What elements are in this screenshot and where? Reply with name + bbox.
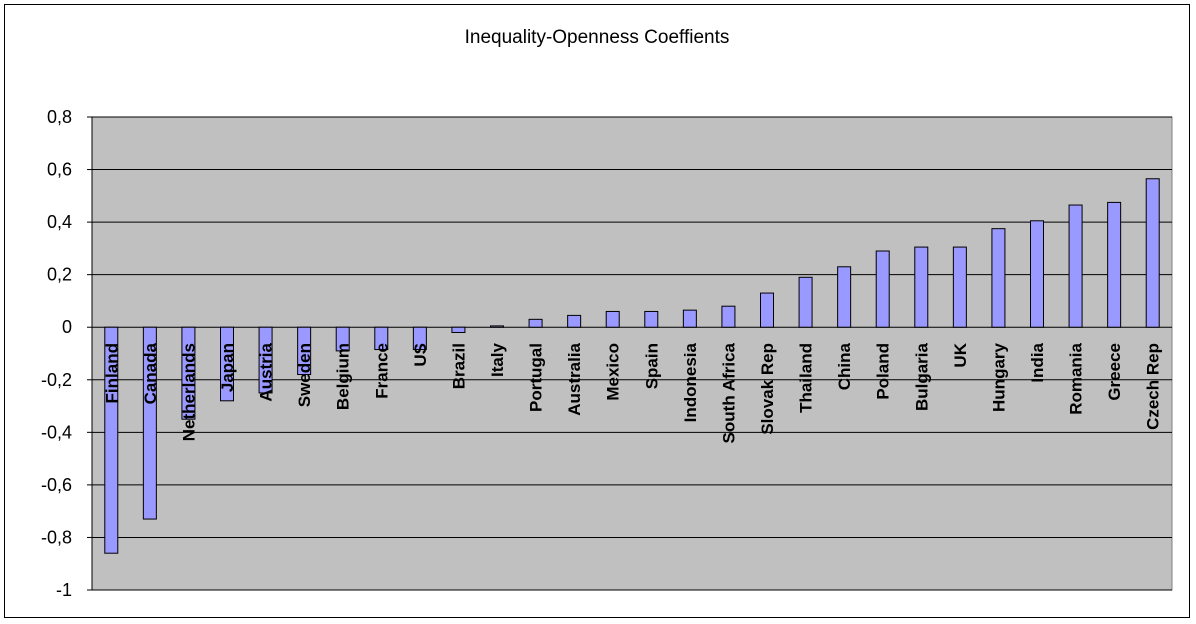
category-label: Portugal <box>527 343 546 412</box>
category-label: India <box>1028 342 1047 382</box>
category-label: Indonesia <box>681 342 700 422</box>
category-label: France <box>372 343 391 399</box>
category-label: Romania <box>1067 342 1086 414</box>
category-label: Greece <box>1105 343 1124 401</box>
category-label: South Africa <box>719 342 738 443</box>
bar <box>1107 201 1122 328</box>
bar <box>412 326 427 351</box>
category-labels: Finland Canada Netherlands Japan Austria Swed… <box>102 342 1162 443</box>
bar <box>451 326 466 333</box>
plot-area <box>91 116 1173 591</box>
category-label: Italy <box>488 342 507 377</box>
bar <box>914 246 929 328</box>
category-label: Belgium <box>334 343 353 410</box>
bar <box>297 326 312 376</box>
bar <box>875 250 890 328</box>
bar <box>258 326 273 394</box>
y-tick-label: -0,4 <box>41 422 72 442</box>
category-label: Mexico <box>604 343 623 401</box>
category-label: Hungary <box>989 342 1008 412</box>
bar <box>567 314 582 328</box>
y-axis-ticks: 0,8 0,6 0,4 0,2 0 -0,2 -0,4 -0,6 -0,8 -1 <box>41 107 93 600</box>
bar-layer <box>104 178 1160 554</box>
chart-title: Inequality-Openness Coeffients <box>464 27 730 48</box>
category-label: Poland <box>874 343 893 400</box>
category-label: Finland <box>102 343 121 403</box>
y-tick-label: 0,8 <box>47 107 72 127</box>
bar <box>1145 178 1160 328</box>
bar <box>644 310 659 328</box>
bar <box>181 326 196 420</box>
category-label: Australia <box>565 342 584 415</box>
bar <box>220 326 234 402</box>
category-label: Brazil <box>449 343 468 389</box>
bar <box>104 326 119 554</box>
bar <box>374 326 389 351</box>
y-tick-label: -1 <box>56 580 72 600</box>
bar <box>991 228 1006 328</box>
category-label: China <box>835 342 854 390</box>
category-label: Slovak Rep <box>758 343 777 435</box>
bar <box>528 318 543 328</box>
y-tick-label: -0,6 <box>41 475 72 495</box>
category-label: Bulgaria <box>912 342 931 411</box>
category-label: Austria <box>257 342 276 401</box>
bar <box>605 310 620 328</box>
category-label: Spain <box>642 343 661 389</box>
category-label: Czech Rep <box>1144 343 1163 430</box>
category-label: Canada <box>141 342 160 404</box>
bar <box>142 326 157 520</box>
category-label: UK <box>951 342 970 367</box>
y-tick-label: 0,4 <box>47 212 72 232</box>
bar <box>952 246 967 328</box>
bar <box>335 326 350 352</box>
category-label: Japan <box>218 343 237 392</box>
category-label: Netherlands <box>179 343 198 441</box>
y-tick-label: 0,2 <box>47 265 72 285</box>
bar <box>760 292 774 328</box>
y-tick-label: -0,8 <box>41 527 72 547</box>
category-label: Sweden <box>295 343 314 407</box>
bar <box>1030 220 1044 328</box>
bar <box>798 276 813 328</box>
bar <box>721 305 736 328</box>
y-tick-label: 0 <box>62 317 72 337</box>
category-label: Thailand <box>797 343 816 413</box>
y-tick-label: -0,2 <box>41 370 72 390</box>
bar <box>490 325 504 328</box>
bar <box>1068 204 1083 328</box>
bar <box>837 266 852 328</box>
bar <box>682 309 697 328</box>
category-label: US <box>411 343 430 367</box>
y-tick-label: 0,6 <box>47 160 72 180</box>
